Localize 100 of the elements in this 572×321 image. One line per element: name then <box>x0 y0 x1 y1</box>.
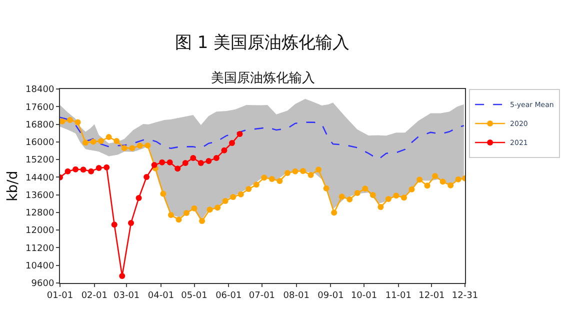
point <box>331 210 338 216</box>
point <box>354 190 360 196</box>
chart-title: 图 1 美国原油炼化输入 <box>175 33 350 53</box>
x-tick-label: 12-01 <box>418 290 445 301</box>
point <box>253 182 260 188</box>
point <box>72 166 79 172</box>
point <box>308 172 314 178</box>
y-tick-label: 12800 <box>26 208 54 219</box>
point <box>144 142 151 148</box>
x-tick-label: 08-01 <box>283 290 310 301</box>
x-tick-label: 03-01 <box>114 290 140 301</box>
point <box>378 204 384 210</box>
point <box>214 204 221 211</box>
point <box>261 174 268 181</box>
point <box>168 212 174 218</box>
point <box>316 166 322 173</box>
point <box>66 117 73 123</box>
chart-subtitle: 美国原油炼化输入 <box>211 70 315 86</box>
point <box>128 220 134 226</box>
point <box>338 194 345 200</box>
point <box>160 190 166 197</box>
point <box>106 134 112 140</box>
point <box>111 222 118 228</box>
point <box>284 170 290 176</box>
x-tick-label: 05-01 <box>181 290 208 301</box>
point <box>432 173 438 180</box>
point <box>213 155 220 161</box>
point <box>323 185 330 192</box>
point <box>174 166 181 172</box>
y-axis-title: kb/d <box>5 170 22 202</box>
point <box>346 196 353 202</box>
point <box>151 162 158 168</box>
point <box>370 192 376 198</box>
point <box>129 145 136 152</box>
point <box>292 168 298 174</box>
x-tick-label: 02-01 <box>81 290 108 301</box>
point <box>206 158 212 164</box>
point <box>393 192 400 199</box>
y-tick-label: 18400 <box>26 85 54 96</box>
point <box>455 176 462 182</box>
point <box>416 176 423 183</box>
point <box>408 186 415 192</box>
x-tick-label: 09-01 <box>318 290 344 301</box>
point <box>60 118 66 124</box>
line-series <box>60 116 465 160</box>
x-tick-label: 10-01 <box>350 290 378 301</box>
point <box>182 160 188 166</box>
point <box>276 178 283 184</box>
point <box>64 168 71 174</box>
point <box>80 166 86 173</box>
point <box>400 194 407 201</box>
x-tick-label: 01-01 <box>46 290 74 301</box>
point <box>221 147 228 154</box>
x-tick-label: 04-01 <box>148 290 174 301</box>
point <box>166 159 173 166</box>
point <box>448 182 454 188</box>
point <box>222 198 228 204</box>
point <box>176 216 182 223</box>
point <box>424 182 430 189</box>
y-tick-label: 9600 <box>31 279 54 290</box>
y-tick-label: 16000 <box>26 138 54 148</box>
point <box>268 176 275 182</box>
point <box>183 210 190 216</box>
point <box>96 164 102 171</box>
y-tick-label: 13600 <box>26 190 54 201</box>
x-tick-label: 12-31 <box>452 290 478 301</box>
point <box>191 205 198 212</box>
y-tick-label: 11200 <box>26 244 54 254</box>
point <box>74 119 81 126</box>
y-tick-label: 17600 <box>26 102 54 113</box>
point <box>104 164 110 170</box>
point <box>98 138 104 144</box>
point <box>136 142 143 149</box>
point <box>114 138 120 144</box>
point <box>198 160 204 166</box>
point <box>82 140 89 146</box>
x-tick-label: 06-01 <box>216 290 242 301</box>
point <box>90 138 96 145</box>
x-tick-label: 07-01 <box>248 290 276 301</box>
y-tick-label: 10400 <box>26 262 54 272</box>
point <box>300 168 306 174</box>
y-tick-label: 12000 <box>26 226 54 236</box>
point <box>144 174 150 180</box>
point <box>206 206 213 213</box>
y-tick-label: 16800 <box>26 120 54 130</box>
point <box>159 159 166 166</box>
point <box>88 168 94 174</box>
x-tick-label: 11-01 <box>385 290 412 301</box>
point <box>136 194 142 201</box>
point <box>190 155 196 161</box>
point <box>440 178 446 185</box>
point <box>236 130 243 137</box>
point <box>230 194 236 200</box>
point <box>362 186 368 192</box>
point <box>246 186 252 192</box>
point <box>199 218 206 224</box>
point <box>385 196 392 202</box>
y-tick-label: 14400 <box>26 173 54 184</box>
y-tick-label: 15200 <box>26 156 54 166</box>
point <box>228 140 235 146</box>
